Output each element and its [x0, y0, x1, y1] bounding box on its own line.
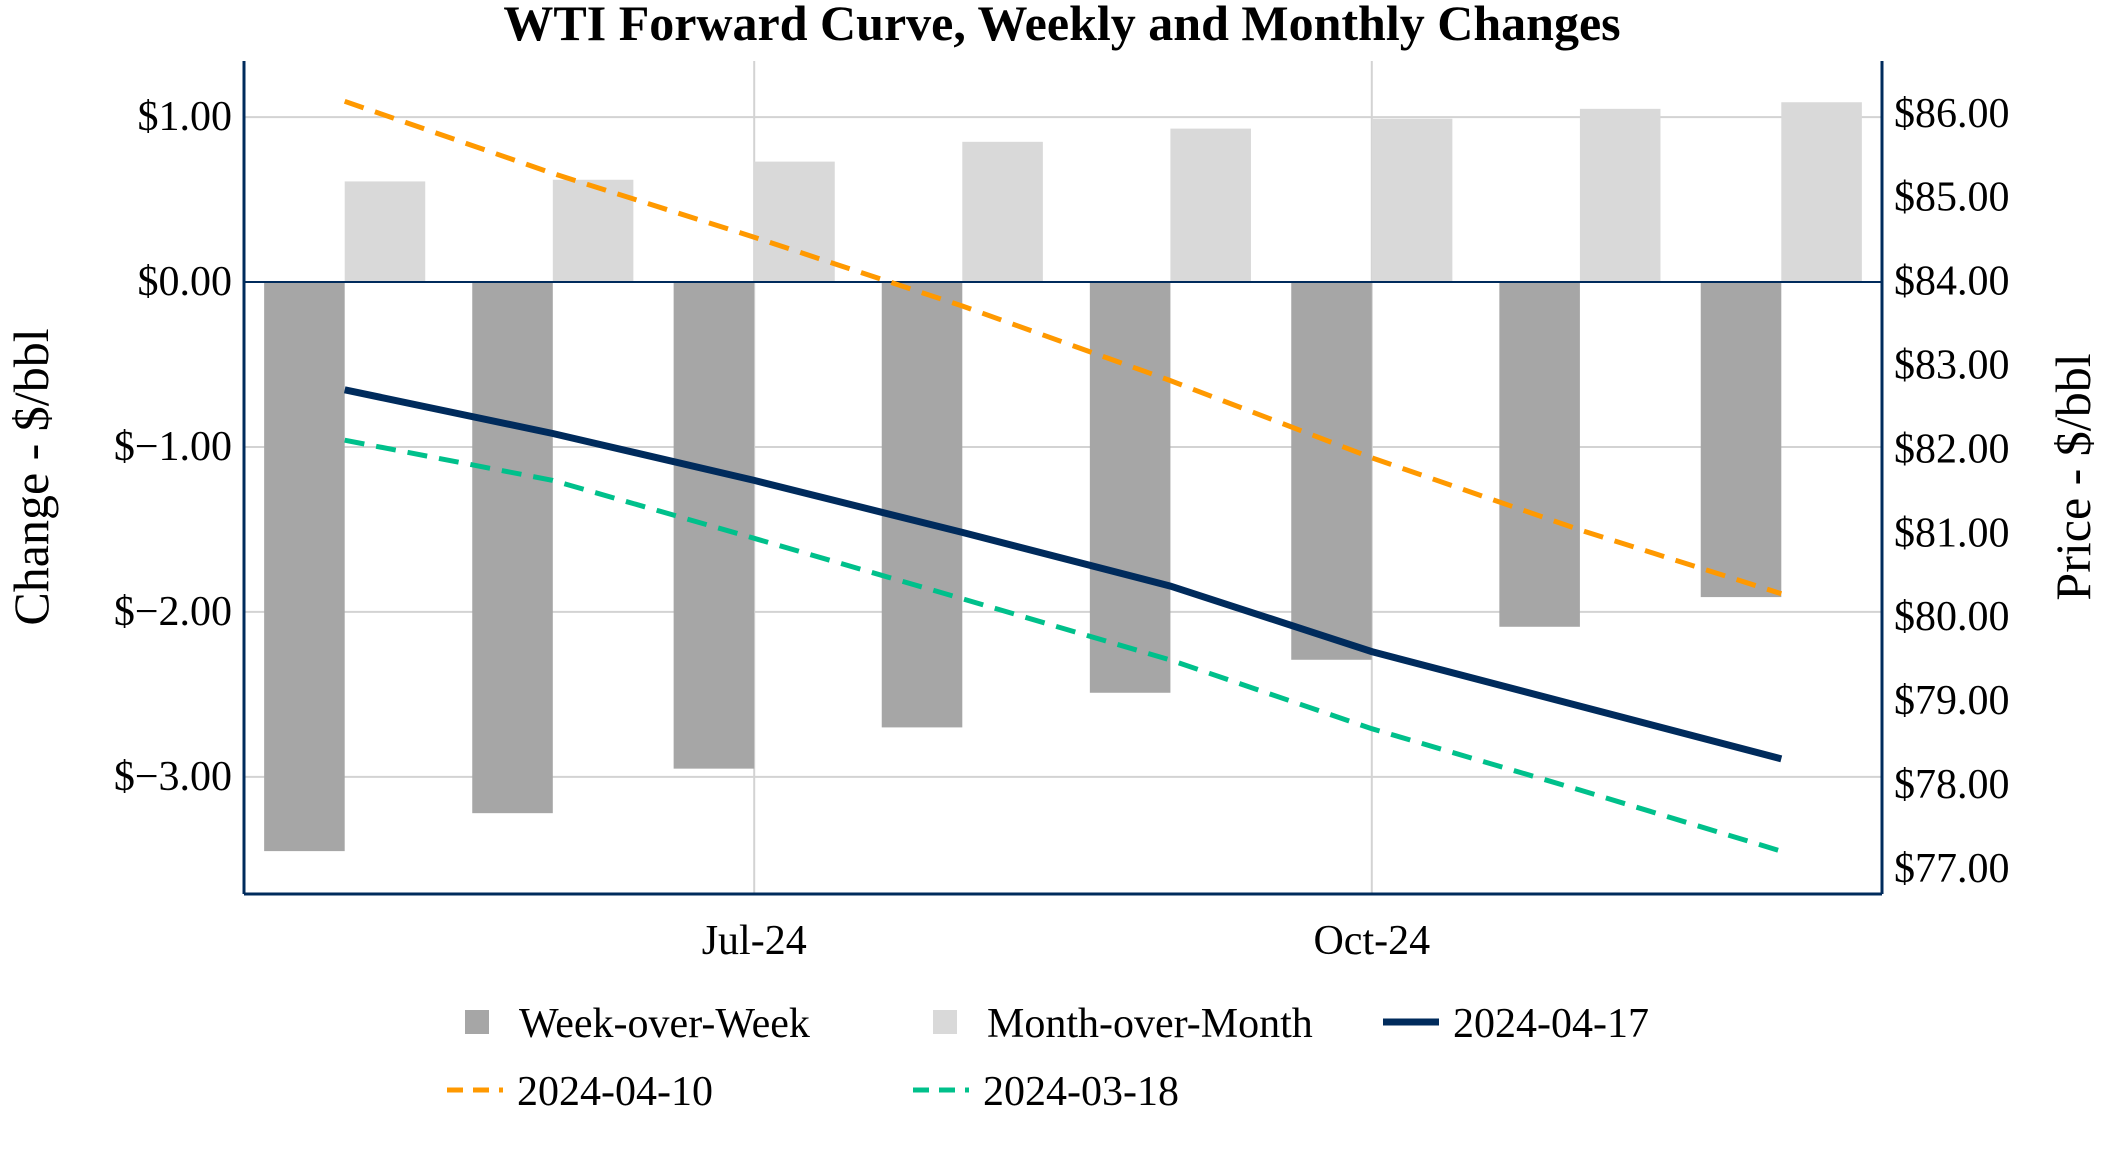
bar-week-over-week	[1700, 282, 1782, 598]
bar-week-over-week	[1291, 282, 1372, 660]
y-tick-left-label: $−2.00	[114, 589, 232, 635]
y-tick-right-label: $84.00	[1894, 259, 2010, 305]
legend-label: 2024-03-18	[983, 1069, 1179, 1115]
y-tick-right-label: $79.00	[1894, 678, 2010, 724]
bar-week-over-week	[264, 282, 345, 852]
plot-frame	[242, 61, 1884, 896]
bar-week-over-week	[1089, 282, 1171, 693]
legend-swatch	[933, 1010, 957, 1034]
bar-month-over-month	[962, 141, 1043, 283]
y-tick-right-label: $80.00	[1894, 594, 2010, 640]
bar-month-over-month	[344, 181, 426, 283]
bar-week-over-week	[1499, 282, 1580, 627]
bar-week-over-week	[673, 282, 755, 769]
lines	[343, 98, 1783, 854]
bar-month-over-month	[1579, 108, 1661, 283]
y-tick-right-label: $86.00	[1894, 91, 2010, 137]
legend-swatch	[465, 1010, 489, 1034]
y-tick-right-label: $83.00	[1894, 343, 2010, 389]
y-tick-left-label: $1.00	[138, 94, 233, 140]
bar-month-over-month	[1170, 128, 1251, 283]
y-axis-right-label: Price - $/bbl	[2045, 353, 2101, 600]
y-tick-left-label: $0.00	[138, 259, 233, 305]
ticks: $1.00 $0.00 $−1.00 $−2.00 $−3.00 Jul-24 Oct-24…	[114, 91, 2010, 964]
bar-week-over-week	[881, 282, 963, 728]
y-tick-left-label: $−1.00	[114, 424, 232, 470]
legend-label: 2024-04-10	[517, 1069, 713, 1115]
y-tick-right-label: $85.00	[1894, 175, 2010, 221]
line-2024-04-17	[343, 386, 1783, 763]
x-tick-label: Oct-24	[1313, 918, 1430, 964]
bar-month-over-month	[1371, 118, 1453, 283]
legend-label: Month-over-Month	[987, 1001, 1313, 1047]
legend: Week-over-Week Month-over-Month 2024-04-17…	[447, 1001, 1649, 1115]
bars	[264, 102, 1862, 852]
y-tick-right-label: $82.00	[1894, 426, 2010, 472]
legend-label: Week-over-Week	[519, 1001, 810, 1047]
y-tick-right-label: $77.00	[1894, 846, 2010, 892]
y-axis-left-label: Change - $/bbl	[3, 328, 59, 625]
line-2024-03-18	[344, 437, 1783, 854]
x-tick-label: Jul-24	[702, 918, 807, 964]
y-tick-left-label: $−3.00	[114, 754, 232, 800]
bar-week-over-week	[472, 282, 553, 814]
y-tick-right-label: $78.00	[1894, 762, 2010, 808]
bar-month-over-month	[1781, 102, 1862, 283]
y-tick-right-label: $81.00	[1894, 510, 2010, 556]
bar-month-over-month	[754, 161, 835, 283]
legend-label: 2024-04-17	[1453, 1001, 1649, 1047]
chart-title: WTI Forward Curve, Weekly and Monthly Ch…	[503, 0, 1620, 51]
